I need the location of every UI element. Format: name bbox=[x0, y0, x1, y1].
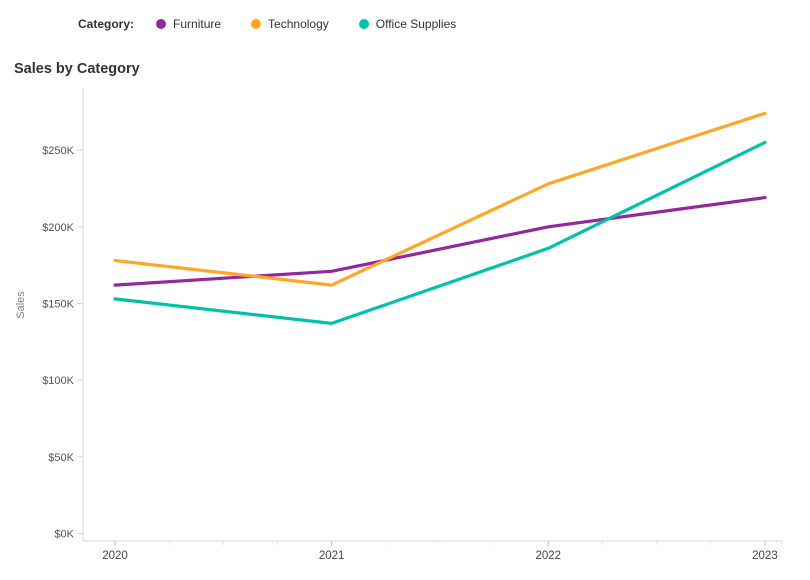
legend-color-dot bbox=[358, 19, 369, 29]
x-tick-label: 2023 bbox=[752, 550, 778, 562]
y-tick-label: $200K bbox=[42, 222, 74, 234]
y-axis-title: Sales bbox=[15, 291, 27, 319]
series-line-furniture[interactable] bbox=[113, 196, 767, 287]
legend-title: Category: bbox=[78, 17, 135, 31]
chart-legend: Category: Furniture Technology Office Supp… bbox=[78, 17, 456, 31]
y-tick-label: $0K bbox=[54, 529, 74, 541]
legend-item-office-supplies[interactable]: Office Supplies bbox=[358, 17, 457, 31]
series-line-office-supplies[interactable] bbox=[113, 140, 767, 325]
x-tick-label: 2021 bbox=[319, 550, 345, 562]
legend-items: Furniture Technology Office Supplies bbox=[156, 17, 456, 31]
x-tick-label: 2022 bbox=[536, 550, 562, 562]
series-line-technology[interactable] bbox=[113, 111, 767, 287]
y-tick-label: $50K bbox=[48, 452, 74, 464]
legend-item-label: Furniture bbox=[173, 17, 222, 31]
legend-item-technology[interactable]: Technology bbox=[251, 17, 329, 31]
legend-color-dot bbox=[251, 19, 262, 29]
y-tick-label: $250K bbox=[42, 145, 74, 157]
legend-item-label: Technology bbox=[268, 17, 329, 31]
legend-item-furniture[interactable]: Furniture bbox=[156, 17, 221, 31]
y-tick-label: $100K bbox=[42, 375, 74, 387]
y-tick-label: $150K bbox=[42, 298, 74, 310]
legend-item-label: Office Supplies bbox=[375, 17, 457, 31]
x-tick-label: 2020 bbox=[102, 550, 128, 562]
legend-color-dot bbox=[156, 19, 167, 29]
chart-title: Sales by Category bbox=[14, 61, 140, 77]
